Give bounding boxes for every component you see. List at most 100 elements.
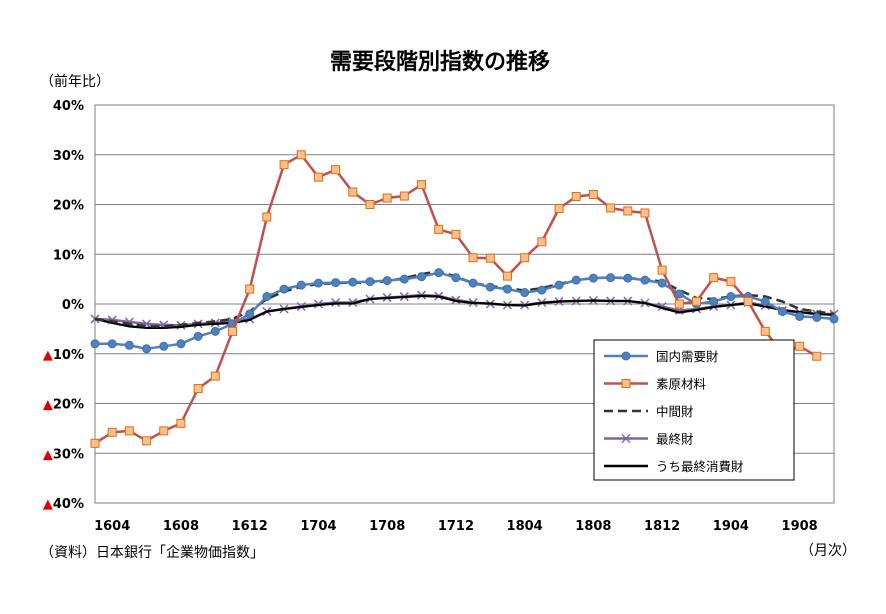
grid-lines — [95, 154, 834, 454]
data-point — [331, 278, 341, 288]
data-point — [90, 339, 100, 349]
x-axis-unit: （月次） — [800, 543, 856, 559]
x-tick-label: 1608 — [163, 519, 199, 534]
legend-item: 最終財 — [604, 432, 694, 447]
legend-label: 最終財 — [656, 432, 694, 447]
source-note: （資料）日本銀行「企業物価指数」 — [40, 544, 264, 561]
data-point — [692, 297, 702, 307]
data-point — [348, 277, 358, 287]
legend-marker — [621, 433, 631, 444]
legend-label: 国内需要財 — [656, 349, 719, 364]
data-point — [674, 299, 684, 309]
legend-item: うち最終消費財 — [604, 459, 744, 474]
legend-marker — [621, 351, 631, 361]
plot-area — [94, 104, 835, 504]
data-point — [296, 150, 306, 160]
data-point — [588, 190, 598, 200]
data-point — [107, 339, 117, 349]
x-tick-label: 1612 — [232, 519, 268, 534]
data-point — [176, 418, 186, 428]
data-point — [623, 273, 633, 283]
data-point — [210, 326, 220, 336]
data-point — [348, 187, 358, 197]
data-point — [795, 341, 805, 351]
data-point — [502, 284, 512, 294]
y-axis-label: （前年比） — [40, 73, 110, 90]
data-point — [193, 331, 203, 341]
data-point — [485, 253, 495, 263]
legend-item: 素原材料 — [604, 377, 707, 392]
series-0 — [90, 268, 839, 354]
data-point — [399, 191, 409, 201]
series-4 — [94, 294, 835, 329]
y-tick-label: ▲20% — [43, 398, 84, 413]
y-tick-label: 20% — [53, 199, 84, 214]
data-point — [760, 326, 770, 336]
data-point — [365, 200, 375, 209]
x-tick-label: 1708 — [369, 519, 405, 534]
data-point — [434, 224, 444, 234]
legend-label: 素原材料 — [656, 377, 707, 392]
data-point — [279, 160, 289, 170]
data-point — [124, 426, 134, 436]
data-point — [142, 344, 152, 354]
data-point — [331, 165, 341, 175]
data-point — [451, 273, 461, 283]
data-point — [382, 193, 392, 203]
data-point — [520, 288, 530, 298]
data-point — [159, 341, 169, 351]
data-point — [640, 275, 650, 285]
data-point — [657, 278, 667, 288]
legend-item: 中間財 — [604, 404, 694, 419]
series-line — [95, 271, 835, 351]
data-point — [107, 427, 117, 437]
series-1 — [90, 150, 822, 448]
legend-label: うち最終消費財 — [656, 459, 744, 474]
data-point — [296, 280, 306, 290]
data-point — [606, 203, 616, 213]
legend-box — [593, 339, 795, 481]
data-point — [726, 277, 736, 287]
data-point — [434, 268, 444, 278]
data-point — [812, 351, 822, 361]
data-point — [279, 284, 289, 294]
data-point — [365, 277, 375, 287]
data-point — [90, 438, 100, 448]
data-point — [537, 285, 547, 295]
x-tick-label: 1904 — [713, 519, 749, 534]
data-point — [451, 229, 461, 239]
data-point — [313, 278, 323, 288]
x-tick-label: 1804 — [507, 519, 543, 534]
series-line — [94, 294, 835, 329]
data-point — [726, 292, 736, 302]
data-point — [262, 292, 272, 302]
data-point — [657, 265, 667, 275]
series-lines — [90, 150, 839, 448]
x-tick-label: 1812 — [644, 519, 680, 534]
data-point — [571, 275, 581, 285]
chart-title: 需要段階別指数の推移 — [330, 49, 550, 75]
data-point — [760, 297, 770, 307]
data-point — [142, 436, 152, 446]
data-point — [176, 339, 186, 349]
data-point — [829, 314, 839, 324]
data-point — [795, 311, 805, 321]
data-point — [709, 297, 719, 307]
data-point — [399, 274, 409, 284]
data-point — [468, 253, 478, 263]
y-tick-label: ▲10% — [43, 348, 84, 363]
x-tick-labels: 1604 1608 1612 1704 1708 1712 1804 1808 1812 1904… — [94, 519, 818, 534]
y-tick-label: ▲40% — [43, 497, 84, 512]
data-point — [623, 206, 633, 216]
data-point — [485, 282, 495, 292]
data-point — [313, 172, 323, 182]
data-point — [812, 312, 822, 322]
data-point — [554, 280, 564, 290]
legend-item: 国内需要財 — [604, 349, 719, 364]
data-point — [210, 371, 220, 381]
data-point — [502, 271, 512, 281]
data-point — [537, 237, 547, 247]
data-point — [554, 203, 564, 213]
x-tick-label: 1604 — [94, 519, 130, 534]
